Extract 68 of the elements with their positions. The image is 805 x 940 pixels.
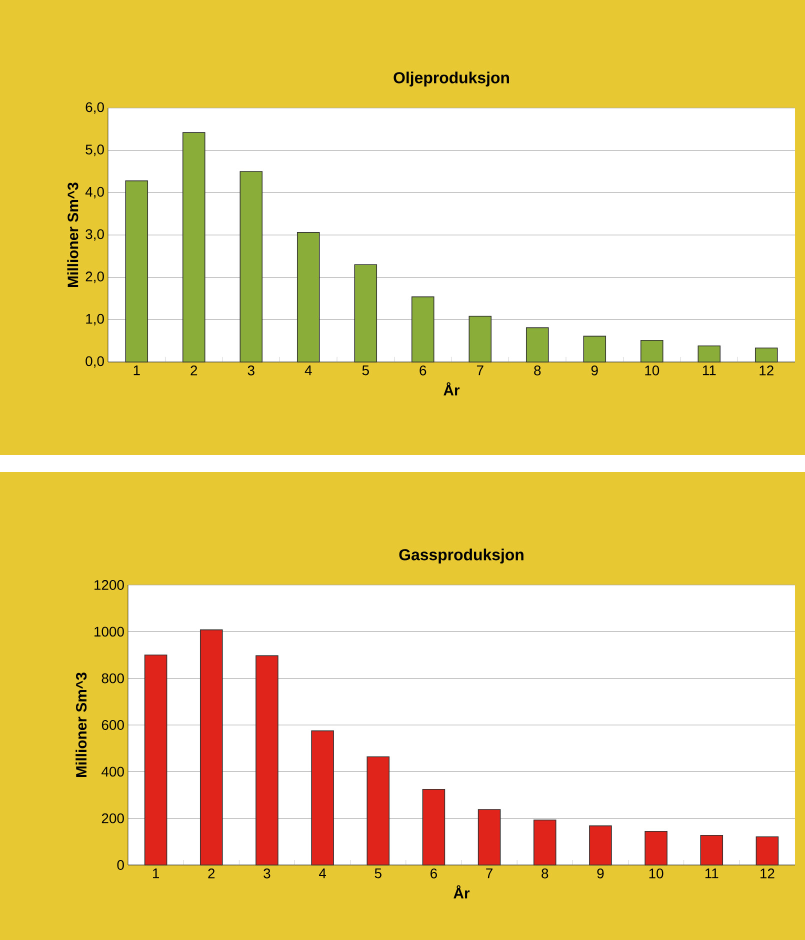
bar: [698, 346, 721, 362]
y-tick-label: 200: [102, 813, 124, 824]
x-tick-label: 6: [420, 366, 426, 376]
x-tick-label: 2: [208, 868, 215, 878]
x-tick-label: 1: [134, 366, 140, 376]
y-tick-label: 1000: [94, 626, 124, 637]
chart-title: Gassproduksjon: [399, 548, 524, 564]
y-tick-label: 3,0: [86, 229, 104, 241]
x-tick-label: 12: [760, 366, 774, 376]
bar: [589, 825, 612, 866]
bar: [468, 316, 492, 362]
y-tick-label: 0,0: [86, 356, 104, 368]
x-axis-title: År: [444, 382, 460, 396]
bar: [583, 336, 606, 362]
y-tick-label: 6,0: [86, 102, 104, 114]
x-tick-label: 5: [362, 366, 369, 376]
x-tick-label: 12: [760, 868, 774, 878]
x-tick-label: 5: [374, 868, 382, 878]
bar: [411, 296, 434, 362]
y-axis-title: Millioner Sm^3: [67, 182, 78, 287]
bar: [256, 655, 278, 866]
bar: [640, 340, 664, 362]
y-tick-label: 800: [102, 673, 124, 684]
x-tick-label: 10: [649, 868, 664, 878]
bar: [422, 789, 446, 866]
x-tick-label: 3: [248, 366, 254, 376]
x-tick-label: 8: [542, 868, 548, 878]
y-tick-label: 600: [102, 720, 124, 730]
chart-title: Oljeproduksjon: [394, 72, 509, 87]
bar: [366, 756, 390, 866]
y-tick-label: 5,0: [86, 144, 104, 156]
bar: [533, 820, 556, 866]
bar: [125, 180, 148, 362]
bar: [144, 654, 168, 866]
bar: [296, 232, 320, 362]
y-tick-label: 2,0: [86, 272, 104, 284]
x-tick-label: 3: [264, 868, 270, 878]
y-tick-label: 1,0: [86, 314, 104, 326]
x-tick-label: 4: [318, 868, 326, 878]
x-tick-label: 1: [152, 868, 159, 878]
bar: [644, 831, 668, 866]
bar: [526, 327, 549, 362]
x-axis-title: År: [454, 885, 470, 898]
bar: [700, 834, 724, 866]
x-tick-label: 2: [190, 366, 198, 376]
bar: [311, 730, 334, 866]
bar: [200, 629, 223, 866]
y-axis-title: Millioner Sm^3: [76, 672, 87, 777]
y-tick-label: 0: [117, 860, 124, 870]
x-tick-label: 7: [486, 868, 492, 878]
bar: [354, 264, 378, 362]
bar: [756, 836, 779, 866]
x-tick-label: 9: [591, 366, 598, 376]
bar: [240, 171, 263, 362]
y-tick-label: 1200: [94, 580, 124, 590]
x-tick-label: 10: [645, 366, 660, 376]
x-tick-label: 7: [476, 366, 484, 376]
bar: [478, 809, 501, 866]
x-tick-label: 4: [304, 366, 312, 376]
x-tick-label: 11: [705, 868, 718, 878]
x-tick-label: 11: [702, 366, 716, 376]
y-tick-label: 400: [102, 766, 124, 777]
x-tick-label: 8: [534, 366, 541, 376]
x-tick-label: 6: [430, 868, 437, 878]
bar: [754, 348, 778, 362]
x-tick-label: 9: [597, 868, 604, 878]
y-tick-label: 4,0: [85, 186, 104, 198]
bar: [182, 132, 206, 362]
